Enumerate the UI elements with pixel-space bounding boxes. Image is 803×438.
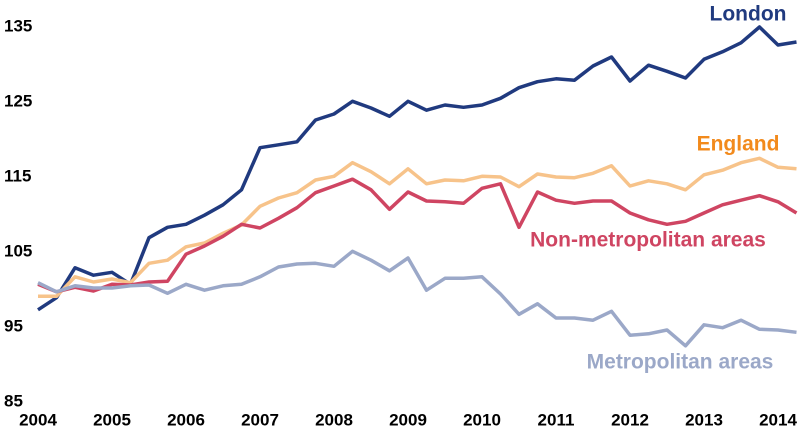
series-line bbox=[37, 249, 797, 348]
series-label: Metropolitan areas bbox=[587, 351, 774, 374]
y-tick-label: 105 bbox=[4, 241, 32, 260]
x-tick-label: 2008 bbox=[315, 410, 353, 429]
y-tick-label: 95 bbox=[4, 316, 23, 335]
x-tick-label: 2013 bbox=[685, 410, 723, 429]
x-tick-label: 2010 bbox=[463, 410, 501, 429]
series-label: England bbox=[697, 133, 780, 156]
x-tick-label: 2005 bbox=[93, 410, 131, 429]
series-label: Non-metropolitan areas bbox=[530, 229, 766, 252]
series-label: London bbox=[710, 3, 787, 26]
x-tick-label: 2004 bbox=[19, 410, 57, 429]
x-tick-label: 2011 bbox=[538, 410, 575, 429]
y-tick-label: 135 bbox=[4, 16, 32, 35]
x-tick-label: 2006 bbox=[167, 410, 205, 429]
series-line bbox=[38, 156, 797, 299]
y-tick-label: 85 bbox=[4, 391, 23, 410]
x-tick-label: 2012 bbox=[611, 410, 649, 429]
y-tick-label: 115 bbox=[4, 166, 31, 185]
x-tick-label: 2007 bbox=[241, 410, 279, 429]
series-line bbox=[37, 177, 798, 294]
series-line bbox=[37, 25, 797, 312]
x-tick-label: 2014 bbox=[759, 410, 797, 429]
y-tick-label: 125 bbox=[4, 91, 32, 110]
x-tick-label: 2009 bbox=[389, 410, 427, 429]
